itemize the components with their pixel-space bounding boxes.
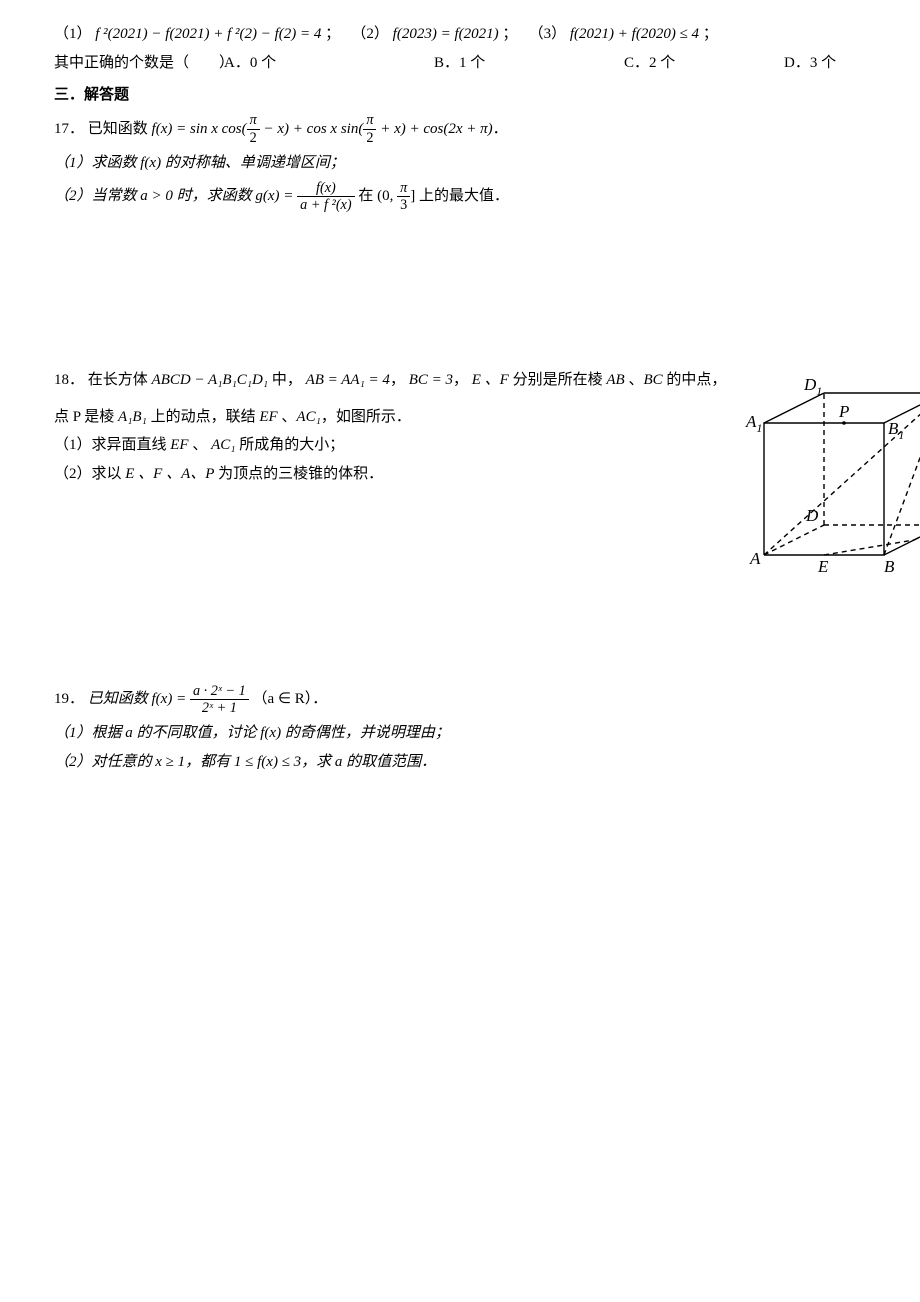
- stmt-2-expr: f(2023) = f(2021): [393, 26, 499, 42]
- q17-fx: f(x): [152, 121, 173, 137]
- q17-period: ．: [493, 121, 508, 137]
- choice-b: B．1 个: [434, 49, 485, 78]
- q18-num: 18．: [54, 372, 84, 388]
- q17-p2: （2）当常数 a > 0 时，求函数 g(x) = f(x)a + f ²(x)…: [54, 177, 920, 216]
- stmt-1-sep: ；: [325, 26, 340, 42]
- q18-p1: （1）求异面直线 EF 、 AC₁ 所成角的大小；: [54, 431, 734, 460]
- q19-p2: （2）对任意的 x ≥ 1，都有 1 ≤ f(x) ≤ 3，求 a 的取值范围．: [54, 748, 920, 777]
- point-p: [842, 421, 846, 425]
- stmt-3-prefix: （3）: [529, 26, 567, 42]
- q17-frac-1: π2: [247, 112, 260, 146]
- q17-eq-b: − x) + cos x sin(: [260, 121, 364, 137]
- choice-c: C．2 个: [624, 49, 675, 78]
- label-E: E: [817, 557, 829, 576]
- label-B1: B1: [888, 419, 904, 442]
- q17-frac-2: π2: [363, 112, 376, 146]
- choice-d: D．3 个: [784, 49, 836, 78]
- stmt-1-prefix: （1）: [54, 26, 92, 42]
- q19-frac: a · 2ˣ − 12ˣ + 1: [190, 683, 249, 717]
- q19-intro: 19． 已知函数 f(x) = a · 2ˣ − 12ˣ + 1 （a ∈ R）…: [54, 680, 920, 719]
- q17-intro: 17． 已知函数 f(x) = sin x cos(π2 − x) + cos …: [54, 110, 920, 149]
- section-3-title: 三．解答题: [54, 77, 920, 110]
- q18-p2: （2）求以 E 、F 、A、P 为顶点的三棱锥的体积．: [54, 460, 734, 489]
- spacer: [54, 216, 920, 366]
- q18-row: 点 P 是棱 A₁B₁ 上的动点，联结 EF 、AC₁，如图所示． （1）求异面…: [54, 403, 920, 591]
- q17-eq-c: + x) + cos(2x + π): [376, 121, 492, 137]
- label-P: P: [838, 402, 849, 421]
- stmt-2-sep: ；: [502, 26, 517, 42]
- q17-num: 17．: [54, 121, 84, 137]
- spacer-2: [54, 590, 920, 680]
- q-top-stem: 其中正确的个数是（ ）: [54, 55, 234, 71]
- stmt-2-prefix: （2）: [351, 26, 389, 42]
- q19-p1: （1）根据 a 的不同取值，讨论 f(x) 的奇偶性，并说明理由；: [54, 719, 920, 748]
- q18-figure: A B C D A1 B1 C1 D1 P E F: [744, 375, 920, 591]
- q17-g-frac: f(x)a + f ²(x): [297, 180, 354, 214]
- q17-pi3-frac: π3: [397, 180, 410, 214]
- q18-line2: 点 P 是棱 A₁B₁ 上的动点，联结 EF 、AC₁，如图所示．: [54, 403, 734, 432]
- stmt-1-expr: f ²(2021) − f(2021) + f ²(2) − f(2) = 4: [95, 26, 321, 42]
- stmt-3-sep: ；: [703, 26, 718, 42]
- choice-a: A．0 个: [224, 49, 276, 78]
- stmt-3-expr: f(2021) + f(2020) ≤ 4: [570, 26, 699, 42]
- label-A: A: [749, 549, 761, 568]
- q-top-statements: （1） f ²(2021) − f(2021) + f ²(2) − f(2) …: [54, 20, 920, 49]
- label-A1: A1: [745, 412, 762, 435]
- label-B: B: [884, 557, 895, 576]
- q17-eq-a: = sin x cos(: [176, 121, 247, 137]
- label-D: D: [805, 506, 819, 525]
- q17-p1: （1）求函数 f(x) 的对称轴、单调递增区间；: [54, 149, 920, 178]
- q19-num: 19．: [54, 691, 84, 707]
- label-D1: D1: [803, 375, 822, 398]
- q17-intro-pre: 已知函数: [88, 121, 148, 137]
- cuboid-diagram: A B C D A1 B1 C1 D1 P E F: [744, 375, 920, 580]
- q-top-choices-line: 其中正确的个数是（ ） A．0 个 B．1 个 C．2 个 D．3 个: [54, 49, 920, 78]
- q18-text-block: 点 P 是棱 A₁B₁ 上的动点，联结 EF 、AC₁，如图所示． （1）求异面…: [54, 403, 734, 489]
